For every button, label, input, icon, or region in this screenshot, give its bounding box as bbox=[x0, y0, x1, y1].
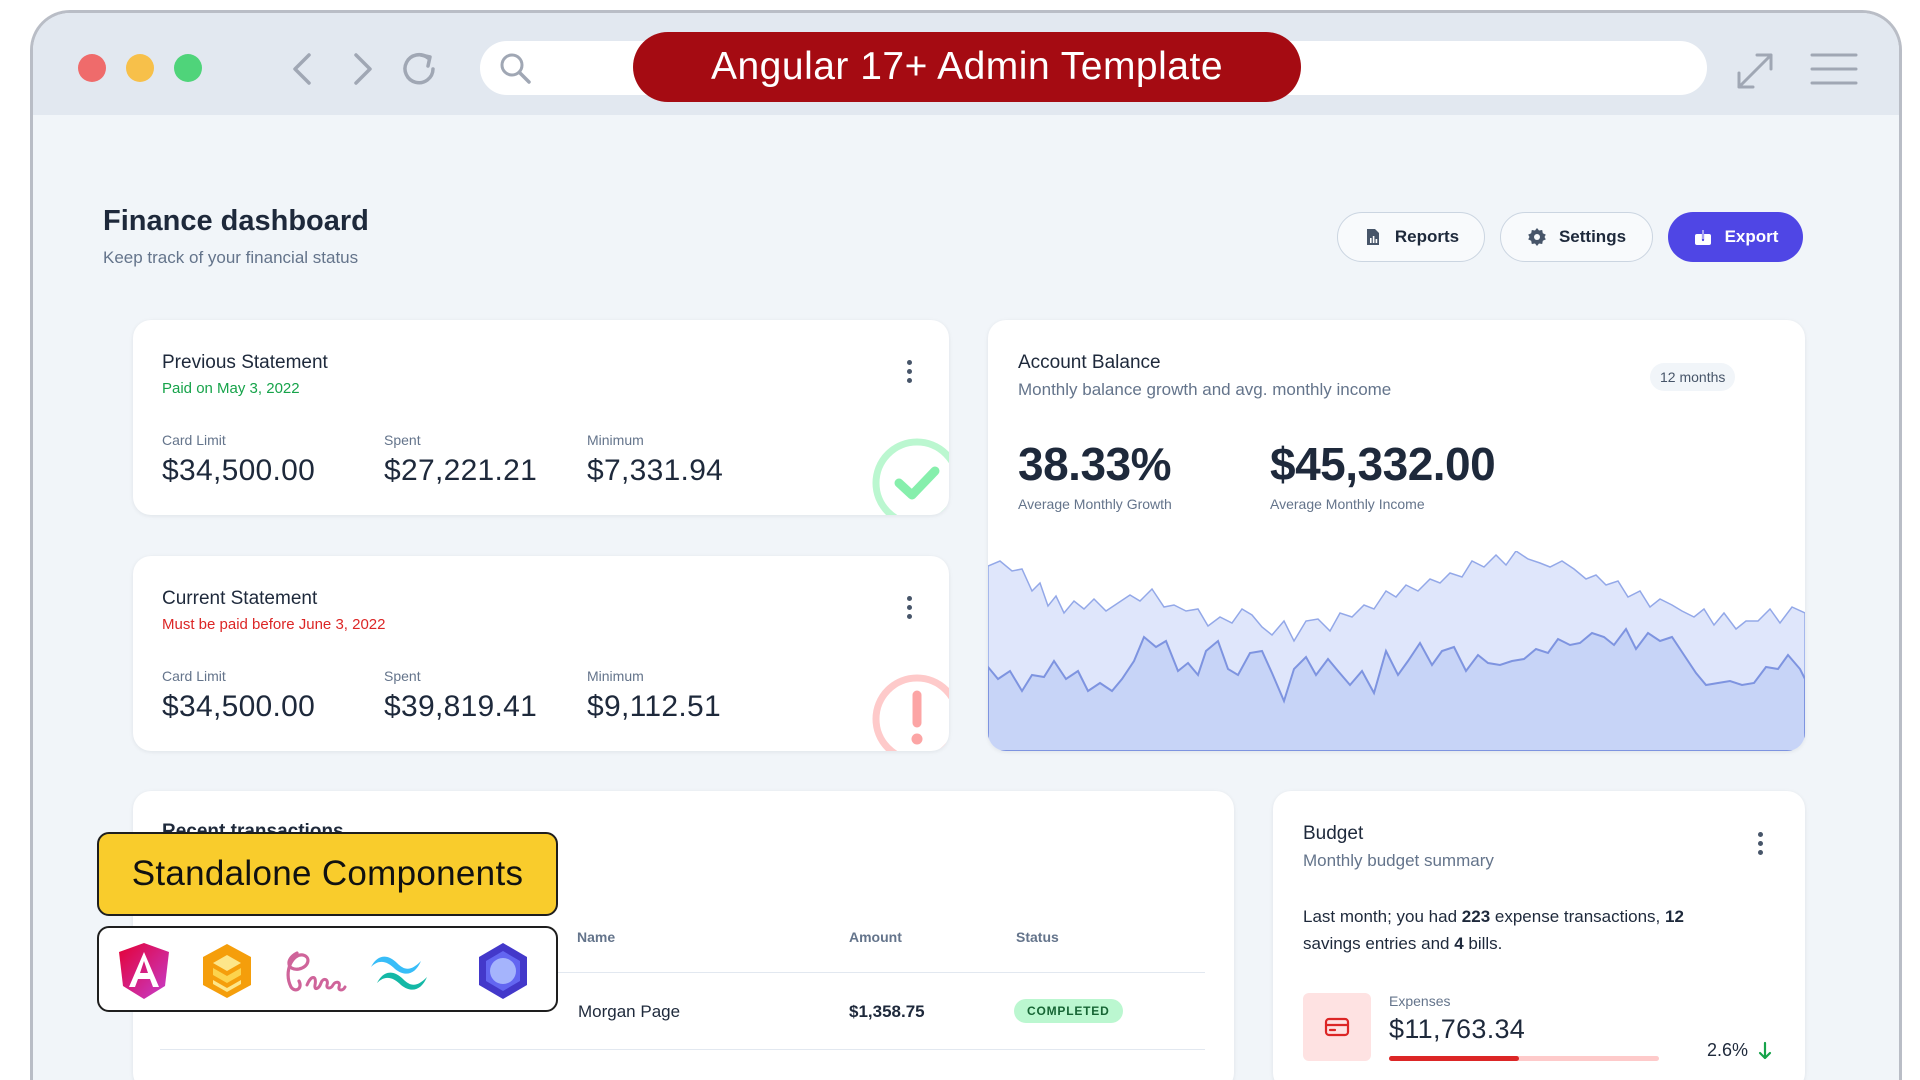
hexagon-logo bbox=[479, 943, 527, 999]
page-title: Finance dashboard bbox=[103, 205, 369, 237]
export-button[interactable]: Export bbox=[1668, 212, 1803, 262]
previous-statement-card: Previous Statement Paid on May 3, 2022 C… bbox=[133, 320, 949, 515]
row-name: Morgan Page bbox=[578, 1002, 681, 1021]
current-statement-due-date: Must be paid before June 3, 2022 bbox=[162, 616, 386, 633]
minimize-window-button[interactable] bbox=[126, 54, 154, 82]
card-limit-label: Card Limit bbox=[162, 668, 226, 684]
settings-button-label: Settings bbox=[1558, 227, 1627, 246]
column-header-name[interactable]: Name bbox=[577, 929, 616, 945]
range-selector[interactable]: 12 months bbox=[1650, 363, 1736, 391]
status-badge: COMPLETED bbox=[1014, 999, 1123, 1023]
card-limit-label: Card Limit bbox=[162, 432, 226, 448]
account-balance-card: Account Balance Monthly balance growth a… bbox=[988, 320, 1805, 751]
expenses-progress-fill bbox=[1389, 1056, 1519, 1061]
check-circle-icon bbox=[872, 438, 949, 515]
current-statement-title: Current Statement bbox=[162, 588, 318, 609]
minimum-label: Minimum bbox=[587, 432, 644, 448]
reports-button[interactable]: Reports bbox=[1337, 212, 1485, 262]
expenses-value: $11,763.34 bbox=[1389, 1014, 1526, 1044]
credit-card-icon bbox=[1324, 1017, 1350, 1037]
spent-value: $39,819.41 bbox=[384, 690, 538, 723]
angular-logo bbox=[119, 943, 169, 999]
minimum-value: $9,112.51 bbox=[587, 690, 721, 723]
average-growth-value: 38.33% bbox=[1018, 438, 1172, 490]
card-limit-value: $34,500.00 bbox=[162, 690, 316, 723]
document-chart-icon bbox=[1366, 229, 1379, 245]
average-income-label: Average Monthly Income bbox=[1270, 496, 1425, 512]
export-button-label: Export bbox=[1724, 227, 1779, 246]
row-amount: $1,358.75 bbox=[849, 1002, 925, 1021]
forward-arrow-icon[interactable] bbox=[340, 47, 384, 91]
current-statement-card: Current Statement Must be paid before Ju… bbox=[133, 556, 949, 751]
minimum-value: $7,331.94 bbox=[587, 454, 724, 487]
back-arrow-icon[interactable] bbox=[281, 47, 325, 91]
hamburger-menu-icon[interactable] bbox=[1810, 49, 1858, 89]
exclamation-circle-icon bbox=[872, 674, 949, 751]
reports-button-label: Reports bbox=[1394, 227, 1460, 246]
column-header-status[interactable]: Status bbox=[1016, 929, 1059, 945]
aws-amplify-logo bbox=[203, 944, 251, 998]
browser-toolbar: Angular 17+ Admin Template bbox=[33, 13, 1899, 115]
budget-summary-text: Last month; you had 223 expense transact… bbox=[1303, 907, 1684, 953]
tech-logos-panel bbox=[97, 926, 558, 1012]
account-balance-title: Account Balance bbox=[1018, 352, 1161, 373]
more-options-icon[interactable] bbox=[1758, 832, 1764, 856]
spent-label: Spent bbox=[384, 668, 421, 684]
arrow-down-icon bbox=[1758, 1041, 1772, 1060]
table-row-divider bbox=[160, 1049, 1205, 1050]
expenses-icon-box bbox=[1303, 993, 1371, 1061]
export-icon bbox=[1694, 227, 1711, 245]
more-options-icon[interactable] bbox=[907, 596, 913, 620]
expenses-label: Expenses bbox=[1389, 993, 1451, 1009]
tailwind-logo bbox=[371, 956, 427, 990]
template-banner: Angular 17+ Admin Template bbox=[633, 32, 1301, 102]
expand-icon[interactable] bbox=[1733, 49, 1777, 93]
reload-icon[interactable] bbox=[397, 47, 441, 91]
close-window-button[interactable] bbox=[78, 54, 106, 82]
card-limit-value: $34,500.00 bbox=[162, 454, 316, 487]
budget-title: Budget bbox=[1303, 823, 1364, 844]
standalone-components-badge: Standalone Components bbox=[97, 832, 558, 916]
page-subtitle: Keep track of your financial status bbox=[103, 248, 359, 267]
account-balance-subtitle: Monthly balance growth and avg. monthly … bbox=[1018, 380, 1392, 399]
gear-icon bbox=[1528, 228, 1546, 246]
more-options-icon[interactable] bbox=[907, 360, 913, 384]
maximize-window-button[interactable] bbox=[174, 54, 202, 82]
table-header-divider bbox=[160, 972, 1205, 973]
balance-area-dark bbox=[988, 627, 1805, 751]
search-icon bbox=[500, 53, 531, 84]
balance-area-chart bbox=[988, 551, 1805, 751]
previous-statement-title: Previous Statement bbox=[162, 352, 328, 373]
expenses-progress-bar bbox=[1389, 1056, 1659, 1061]
budget-subtitle: Monthly budget summary bbox=[1303, 851, 1494, 870]
spent-label: Spent bbox=[384, 432, 421, 448]
minimum-label: Minimum bbox=[587, 668, 644, 684]
spent-value: $27,221.21 bbox=[384, 454, 538, 487]
expenses-change-value: 2.6% bbox=[1707, 1040, 1749, 1060]
average-growth-label: Average Monthly Growth bbox=[1018, 496, 1172, 512]
column-header-amount[interactable]: Amount bbox=[849, 929, 902, 945]
average-income-value: $45,332.00 bbox=[1270, 438, 1496, 490]
settings-button[interactable]: Settings bbox=[1500, 212, 1653, 262]
previous-statement-paid-date: Paid on May 3, 2022 bbox=[162, 380, 300, 397]
sass-logo bbox=[286, 951, 347, 992]
